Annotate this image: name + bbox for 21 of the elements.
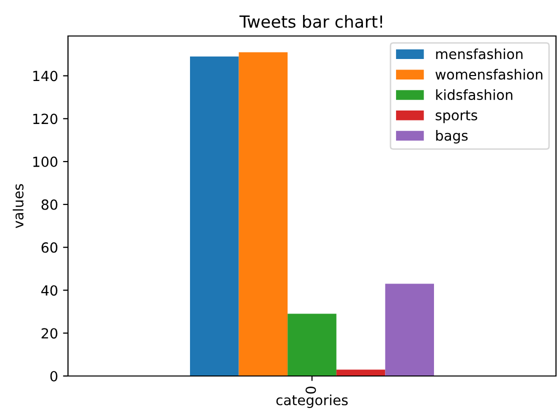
legend-label: kidsfashion: [436, 89, 512, 100]
y-tick-label: 20: [42, 328, 58, 339]
bar: [288, 314, 336, 376]
x-axis-title: categories: [276, 394, 348, 408]
legend-label: mensfashion: [436, 48, 522, 60]
bar: [385, 284, 434, 376]
y-tick-label: 120: [33, 114, 58, 124]
legend-label: womensfashion: [436, 68, 542, 80]
y-tick-label: 80: [42, 199, 58, 210]
y-axis-title: values: [12, 184, 24, 228]
y-tick-label: 140: [33, 70, 58, 82]
y-tick-label: 40: [41, 285, 58, 296]
bar: [238, 52, 288, 376]
chart-title: Tweets bar chart!: [239, 15, 382, 28]
bar: [190, 56, 239, 376]
bar: [336, 370, 386, 376]
legend-label: sports: [436, 110, 478, 124]
y-tick-label: 60: [42, 242, 58, 253]
legend-label: bags: [436, 130, 468, 144]
y-tick-label: 100: [33, 156, 58, 168]
y-tick-label: 0: [50, 370, 58, 382]
